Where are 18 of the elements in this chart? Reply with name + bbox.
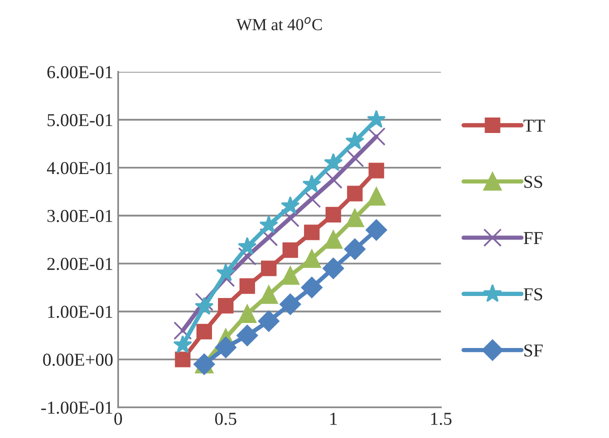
chart-title: WM at 40$^{o}$C — [236, 17, 322, 30]
x-tick-label: 0 — [114, 412, 122, 425]
y-tick-label: 6.00E-01 — [47, 66, 112, 78]
y-tick-label: 5.00E-01 — [48, 114, 112, 126]
y-tick-label: 1.00E-01 — [48, 306, 112, 318]
x-tick-label: 1.5 — [431, 412, 452, 425]
x-tick-label: 0.5 — [215, 412, 236, 425]
legend-label: TT — [524, 120, 545, 132]
y-tick-label: 2.00E-01 — [47, 258, 112, 270]
x-tick-label: 1 — [330, 412, 337, 425]
legend-label: SS — [524, 176, 542, 188]
y-tick-label: 0.00E+00 — [43, 354, 113, 366]
legend-label: SF — [524, 344, 543, 357]
y-tick-label: 4.00E-01 — [46, 162, 112, 174]
y-tick-label: -1.00E-01 — [41, 402, 112, 414]
y-tick-label: 3.00E-01 — [47, 210, 112, 222]
legend-label: FS — [524, 288, 542, 300]
legend-label: FF — [524, 232, 543, 244]
